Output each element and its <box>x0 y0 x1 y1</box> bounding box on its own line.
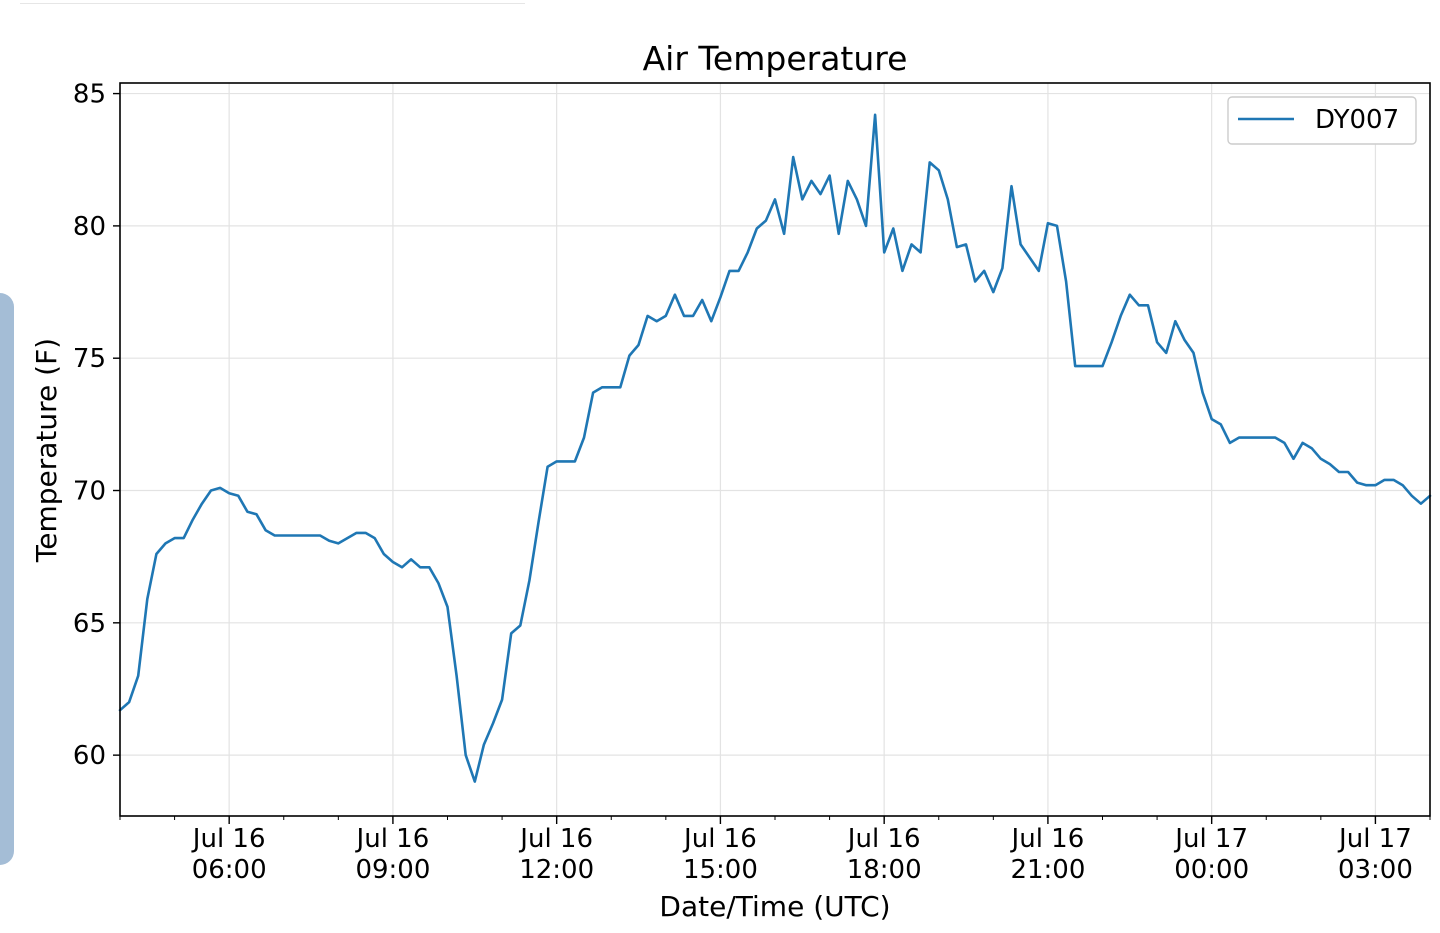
plot-frame <box>119 82 1431 817</box>
x-tick-label-time: 18:00 <box>847 855 922 885</box>
x-tick-label-date: Jul 17 <box>1173 824 1248 854</box>
legend: DY007 <box>1227 96 1417 145</box>
series-line-dy007 <box>118 113 1432 783</box>
x-tick-label-time: 03:00 <box>1338 855 1413 885</box>
chart-title: Air Temperature <box>643 39 908 78</box>
x-tick-label-date: Jul 16 <box>191 824 266 854</box>
x-tick-label-time: 12:00 <box>519 855 594 885</box>
y-axis-label: Temperature (F) <box>30 338 63 563</box>
legend-label: DY007 <box>1315 105 1399 135</box>
x-tick-label-time: 00:00 <box>1174 855 1249 885</box>
y-tick-label: 85 <box>73 80 106 110</box>
top-divider <box>20 0 525 4</box>
x-tick-label-date: Jul 16 <box>518 824 593 854</box>
y-tick-label: 65 <box>73 609 106 639</box>
y-tick-label: 60 <box>73 741 106 771</box>
y-tick-label: 75 <box>73 344 106 374</box>
y-tick-label: 80 <box>73 212 106 242</box>
side-panel-tab[interactable] <box>0 293 14 865</box>
x-tick-label-date: Jul 16 <box>682 824 757 854</box>
x-tick-label-date: Jul 16 <box>355 824 430 854</box>
x-tick-label-time: 06:00 <box>192 855 267 885</box>
x-tick-label-date: Jul 17 <box>1337 824 1412 854</box>
y-tick-label: 70 <box>73 477 106 507</box>
x-tick-label-time: 15:00 <box>683 855 758 885</box>
x-axis-label: Date/Time (UTC) <box>659 890 890 923</box>
x-tick-label-date: Jul 16 <box>1010 824 1085 854</box>
x-tick-label-time: 21:00 <box>1010 855 1085 885</box>
x-tick-label-time: 09:00 <box>355 855 430 885</box>
grid-layer <box>120 83 1430 816</box>
data-layer <box>118 113 1432 783</box>
legend-box <box>1227 96 1417 145</box>
x-tick-label-date: Jul 16 <box>846 824 921 854</box>
